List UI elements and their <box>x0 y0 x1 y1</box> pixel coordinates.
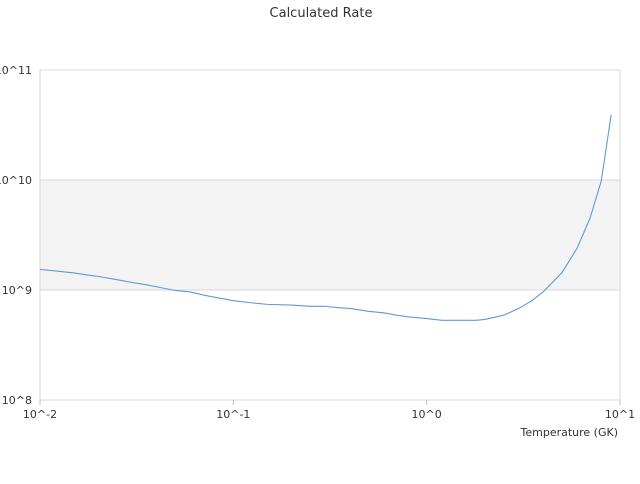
y-tick-label: 10^11 <box>0 64 32 77</box>
y-tick-label: 10^8 <box>2 394 32 407</box>
x-tick-label: 10^1 <box>605 408 635 421</box>
series-line <box>39 114 612 321</box>
y-tick-label: 10^9 <box>2 284 32 297</box>
chart-title: Calculated Rate <box>270 6 373 21</box>
x-tick-label: 10^-1 <box>216 408 250 421</box>
y-tick-label: 10^10 <box>0 174 32 187</box>
x-tick-label: 10^-2 <box>23 408 57 421</box>
shaded-band <box>40 180 620 290</box>
x-tick-label: 10^0 <box>412 408 442 421</box>
x-axis-label: Temperature (GK) <box>520 426 619 439</box>
